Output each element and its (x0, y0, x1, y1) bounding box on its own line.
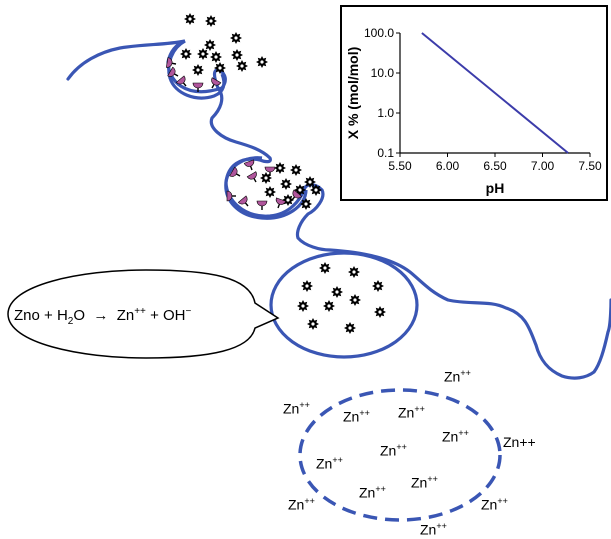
particle-group (180, 13, 386, 334)
x-tick-label: 6.00 (436, 159, 460, 173)
particle-icon (348, 266, 360, 278)
eq-rhs-a-sup: ++ (134, 306, 146, 317)
particle-icon (210, 51, 222, 63)
particle-icon (214, 62, 226, 74)
binding-site-icon (167, 66, 179, 77)
binding-site-icon (237, 195, 249, 207)
x-tick-label: 5.50 (388, 159, 412, 173)
particle-icon (264, 186, 276, 198)
particle-icon (307, 318, 319, 330)
y-tick-label: 1.0 (377, 106, 394, 120)
zn-ion-9: Zn++ (359, 484, 386, 501)
particle-icon (280, 178, 292, 190)
particle-icon (310, 184, 322, 196)
zn-ion-2: Zn++ (283, 400, 310, 417)
binding-site-icon (243, 159, 255, 171)
eq-rhs-a: Zn (116, 307, 135, 324)
inset-chart: 5.50 6.00 6.50 7.00 7.50 0.1 1.0 10.0 100.0 pH X %… (340, 5, 608, 201)
particle-icon (349, 294, 361, 306)
pocket-1 (167, 39, 226, 100)
particle-icon (192, 64, 204, 76)
x-axis-label: pH (486, 180, 505, 196)
zn-ion-4: Zn++ (398, 404, 425, 421)
particle-icon (319, 262, 331, 274)
eq-rhs-b: + OH (145, 307, 186, 324)
zn-ion-3: Zn++ (343, 408, 370, 425)
particle-icon (236, 60, 248, 72)
binding-site-icon (229, 166, 241, 177)
x-tick-label: 7.50 (578, 159, 602, 173)
particle-icon (180, 48, 192, 60)
x-tick-label: 7.00 (531, 159, 555, 173)
zn-ion-cloud (298, 388, 502, 522)
particle-icon (374, 306, 386, 318)
particle-icon (231, 49, 243, 61)
y-tick-label: 10.0 (371, 66, 395, 80)
y-axis-label: X % (mol/mol) (345, 47, 361, 140)
reaction-equation: Zno + H2O → Zn++ + OH− (14, 306, 191, 327)
particle-icon (230, 32, 242, 44)
eq-arrow: → (93, 307, 109, 324)
binding-site-icon (264, 166, 276, 176)
series-line (421, 32, 569, 154)
particle-icon (204, 39, 216, 51)
binding-site-icon (175, 75, 187, 87)
pocket-3 (269, 251, 419, 359)
particle-icon (304, 176, 316, 188)
particle-icon (260, 172, 272, 184)
eq-lhs-sub: 2 (67, 316, 74, 327)
reaction-bubble (7, 269, 280, 359)
zn-ion-11: Zn++ (481, 496, 508, 513)
particle-icon (297, 300, 309, 312)
particle-icon (184, 13, 196, 25)
zn-ion-8: Zn++ (411, 474, 438, 491)
y-tick-label: 100.0 (364, 26, 394, 40)
x-tick-label: 6.50 (483, 159, 507, 173)
particle-icon (205, 15, 217, 27)
particle-icon (300, 198, 312, 210)
binding-site-icon (165, 57, 177, 68)
binding-site-icon (192, 82, 204, 92)
binding-site-icon (246, 171, 257, 183)
particle-icon (344, 322, 356, 334)
binding-site-icon (275, 197, 287, 209)
zn-ion-12: Zn++ (420, 521, 447, 538)
pocket-2 (224, 156, 308, 220)
particle-icon (323, 300, 335, 312)
binding-site-icon (256, 200, 268, 210)
particle-icon (256, 56, 268, 68)
particle-icon (372, 280, 384, 292)
zn-ion-10: Zn++ (288, 496, 315, 513)
particle-icon (290, 164, 302, 176)
eq-lhs-tail: O (73, 307, 86, 324)
y-tick-label: 0.1 (377, 146, 394, 160)
particle-icon (197, 48, 209, 60)
eq-rhs-b-sup: − (185, 306, 192, 317)
zn-ion-6: Zn++ (380, 442, 407, 459)
particle-icon (331, 286, 343, 298)
zn-ion-5: Zn++ (442, 428, 469, 445)
zn-ion-7: Zn++ (316, 455, 343, 472)
eq-lhs: Zno + H (14, 307, 68, 324)
binding-site-group (165, 57, 303, 210)
chart-svg: 5.50 6.00 6.50 7.00 7.50 0.1 1.0 10.0 100.0 pH X %… (345, 26, 602, 196)
zn-ion-plain: Zn++ (503, 434, 536, 450)
zn-ion-1: Zn++ (444, 368, 471, 385)
binding-site-icon (226, 190, 236, 202)
binding-site-icon (291, 189, 303, 201)
binding-site-icon (211, 77, 222, 89)
particle-icon (301, 280, 313, 292)
particle-icon (274, 162, 286, 174)
